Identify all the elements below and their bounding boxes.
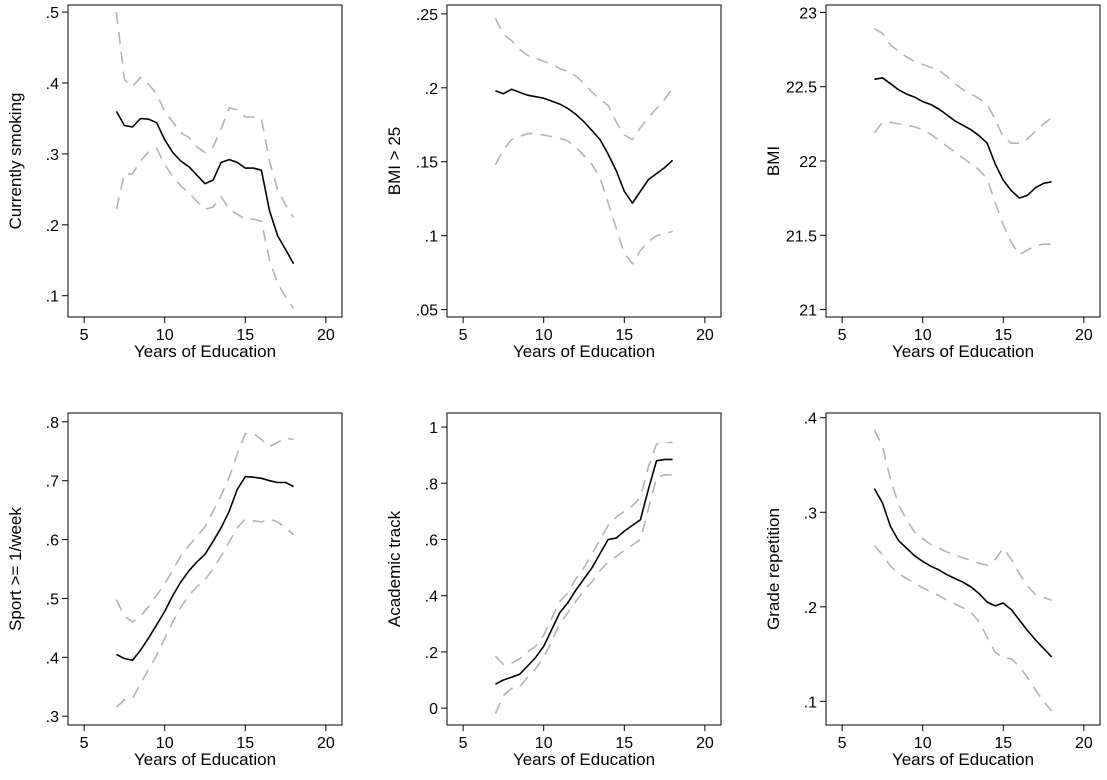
lower-ci-line xyxy=(873,544,1053,712)
x-axis-title: Years of Education xyxy=(513,342,655,361)
y-tick-label: .4 xyxy=(804,411,817,428)
y-tick-label: 21 xyxy=(799,303,817,320)
y-tick-label: .2 xyxy=(804,600,817,617)
y-tick-label: .3 xyxy=(804,505,817,522)
y-tick-label: 21.5 xyxy=(786,228,817,245)
y-axis-title: Sport >= 1/week xyxy=(6,507,25,631)
plot-frame xyxy=(67,4,343,318)
plot-frame xyxy=(446,412,722,726)
y-tick-label: .4 xyxy=(46,76,59,93)
x-tick-label: 10 xyxy=(535,327,553,344)
x-tick-label: 20 xyxy=(1075,735,1093,752)
y-tick-label: .3 xyxy=(46,147,59,164)
y-tick-label: .8 xyxy=(425,476,438,493)
y-tick-label: .2 xyxy=(46,218,59,235)
y-tick-label: .1 xyxy=(425,229,438,246)
x-axis-title: Years of Education xyxy=(513,750,655,769)
y-axis-title: Currently smoking xyxy=(6,93,25,230)
lower-ci-line xyxy=(873,121,1052,256)
plot-frame xyxy=(67,412,343,726)
chart-panel-6: .1 .2 .3 .4 5 10 15 20 Years of Education Grade r… xyxy=(764,411,1101,769)
y-tick-label: .2 xyxy=(425,645,438,662)
y-tick-label: 1 xyxy=(429,420,438,437)
y-tick-label: .2 xyxy=(425,81,438,98)
y-tick-label: .1 xyxy=(46,289,59,306)
estimate-line xyxy=(874,77,1052,199)
y-axis-title: BMI xyxy=(764,146,783,176)
y-tick-label: 0 xyxy=(429,701,438,718)
x-tick-label: 5 xyxy=(838,327,847,344)
y-tick-label: .3 xyxy=(46,709,59,726)
x-tick-label: 10 xyxy=(156,735,174,752)
y-tick-label: 23 xyxy=(799,5,817,22)
y-tick-label: 22 xyxy=(799,154,817,171)
x-tick-label: 10 xyxy=(156,327,174,344)
x-tick-label: 20 xyxy=(1075,327,1093,344)
upper-ci-line xyxy=(494,17,674,141)
y-tick-label: .5 xyxy=(46,5,59,22)
y-tick-label: .5 xyxy=(46,591,59,608)
y-axis-title: Academic track xyxy=(385,510,404,627)
y-tick-label: .6 xyxy=(425,532,438,549)
estimate-line xyxy=(495,458,673,685)
estimate-line xyxy=(873,488,1053,658)
x-tick-label: 5 xyxy=(838,735,847,752)
estimate-line xyxy=(495,88,674,204)
chart-panel-3: 21 21.5 22 22.5 23 5 10 15 20 Years of Education B… xyxy=(764,4,1101,361)
x-tick-label: 15 xyxy=(615,735,633,752)
x-tick-label: 20 xyxy=(317,735,335,752)
y-tick-label: .05 xyxy=(416,303,438,320)
x-tick-label: 10 xyxy=(914,735,932,752)
y-tick-label: 22.5 xyxy=(786,80,817,97)
x-tick-label: 20 xyxy=(317,327,335,344)
upper-ci-line xyxy=(115,12,295,219)
upper-ci-line xyxy=(115,432,294,623)
lower-ci-line xyxy=(115,147,295,309)
x-axis-title: Years of Education xyxy=(134,342,276,361)
x-tick-label: 15 xyxy=(994,327,1012,344)
estimate-line xyxy=(116,475,294,662)
y-tick-label: .1 xyxy=(804,694,817,711)
plot-frame xyxy=(446,4,722,318)
x-tick-label: 20 xyxy=(696,327,714,344)
lower-ci-line xyxy=(494,473,673,715)
upper-ci-line xyxy=(874,28,1053,144)
x-tick-label: 5 xyxy=(80,735,89,752)
x-tick-label: 10 xyxy=(914,327,932,344)
y-tick-label: .15 xyxy=(416,155,438,172)
y-tick-label: .25 xyxy=(416,7,438,24)
x-tick-label: 20 xyxy=(696,735,714,752)
lower-ci-line xyxy=(115,518,295,708)
y-tick-label: .7 xyxy=(46,474,59,491)
x-axis-title: Years of Education xyxy=(892,750,1034,769)
plot-frame xyxy=(825,4,1101,318)
x-tick-label: 15 xyxy=(236,735,254,752)
y-tick-label: .4 xyxy=(46,650,59,667)
y-axis-title: Grade repetition xyxy=(764,508,783,630)
upper-ci-line xyxy=(873,429,1052,601)
x-tick-label: 15 xyxy=(236,327,254,344)
chart-panel-1: .1 .2 .3 .4 .5 5 10 15 20 Years of Education Curre… xyxy=(6,4,343,361)
y-axis-title: BMI > 25 xyxy=(385,127,404,196)
y-tick-label: .6 xyxy=(46,533,59,550)
chart-panel-4: .3 .4 .5 .6 .7 .8 5 10 15 20 Years of Education Spo… xyxy=(6,412,343,769)
estimate-line xyxy=(115,111,295,265)
x-tick-label: 10 xyxy=(535,735,553,752)
x-tick-label: 5 xyxy=(459,735,468,752)
x-axis-title: Years of Education xyxy=(892,342,1034,361)
x-tick-label: 15 xyxy=(994,735,1012,752)
chart-panel-2: .05 .1 .15 .2 .25 5 10 15 20 Years of Education BM… xyxy=(385,4,722,361)
y-tick-label: .4 xyxy=(425,589,438,606)
plot-frame xyxy=(825,412,1101,726)
x-axis-title: Years of Education xyxy=(134,750,276,769)
x-tick-label: 5 xyxy=(459,327,468,344)
upper-ci-line xyxy=(494,441,673,666)
x-tick-label: 5 xyxy=(80,327,89,344)
y-tick-label: .8 xyxy=(46,415,59,432)
lower-ci-line xyxy=(494,132,673,265)
x-tick-label: 15 xyxy=(615,327,633,344)
